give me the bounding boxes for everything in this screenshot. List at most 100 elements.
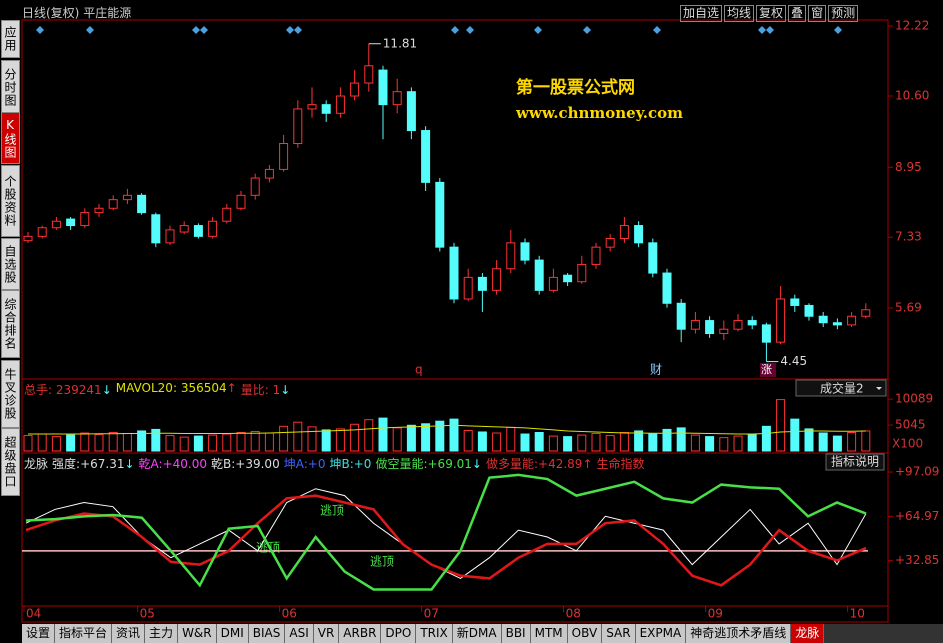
side-tab[interactable]: 自选股 [1, 238, 20, 290]
candle-body [378, 69, 388, 106]
candle-body [577, 263, 587, 283]
volume-bar [378, 417, 388, 452]
x-tick-label: 07 [424, 607, 439, 621]
toolbar-button[interactable]: 均线 [724, 5, 755, 22]
tab[interactable]: TRIX [416, 624, 453, 643]
candle-body [634, 225, 644, 244]
tab[interactable]: 神奇逃顶术矛盾线 [686, 624, 792, 643]
tab[interactable]: VR [313, 624, 340, 643]
header-value: 239241 [55, 383, 102, 397]
header-value: +69.01 [427, 457, 472, 471]
candle-body [534, 259, 544, 291]
y-tick-label: 10089 [895, 392, 933, 406]
low-label: 4.45 [780, 354, 807, 368]
tab[interactable]: ARBR [339, 624, 382, 643]
toolbar-button[interactable]: 加自选 [680, 5, 723, 22]
watermark-url: www.chnmoney.com [515, 104, 683, 122]
x-tick-label: 09 [708, 607, 723, 621]
help-text[interactable]: 指标说明 [831, 454, 879, 469]
candle-body [520, 242, 530, 261]
volume-bar [534, 431, 544, 452]
header-label: 生命指数 [596, 457, 645, 471]
watermark-title: 第一股票公式网 [516, 77, 635, 98]
volume-bar [634, 430, 644, 452]
header-value: +40.00 [162, 457, 208, 471]
candle-body [122, 194, 132, 201]
volume-bar [236, 431, 246, 452]
y-tick-label: 5.69 [895, 301, 922, 315]
candle-body [293, 108, 303, 145]
indicator-line [25, 473, 867, 591]
y-tick-label: 5045 [895, 418, 926, 432]
volume-bar [151, 428, 161, 452]
side-tab[interactable]: K线图 [1, 112, 20, 164]
candle-body [847, 315, 857, 326]
tab[interactable]: 主力 [145, 624, 179, 643]
volume-bar [463, 429, 473, 452]
side-tab[interactable]: 综合排名 [1, 290, 20, 358]
candle-body [605, 238, 615, 248]
selector-text[interactable]: 成交量2 [820, 381, 864, 396]
tab[interactable]: MTM [530, 624, 568, 643]
header-label: 总手: [24, 383, 53, 397]
header-arrow: ↓ [101, 383, 112, 397]
header-arrow: ↓ [124, 457, 135, 471]
candle-body [406, 91, 416, 132]
volume-bar [321, 429, 331, 452]
frame [21, 19, 889, 623]
toolbar-button[interactable]: 预测 [828, 5, 859, 22]
tab[interactable]: 设置 [22, 624, 56, 643]
side-tab[interactable]: 分时图 [1, 60, 20, 114]
tab[interactable]: 指标平台 [55, 624, 113, 643]
volume-bar [94, 434, 104, 452]
candle-body [619, 225, 629, 240]
side-tab[interactable]: 牛叉诊股 [1, 360, 20, 428]
tab[interactable]: W&R [178, 624, 217, 643]
header-value: 1 [272, 383, 281, 397]
toolbar-button[interactable]: 叠 [788, 5, 807, 22]
candle-body [193, 225, 203, 237]
tab[interactable]: 龙脉 [791, 624, 825, 643]
candle-body [236, 194, 246, 209]
tab[interactable]: BBI [501, 624, 531, 643]
candle-body [591, 246, 601, 265]
header-label: 坤A: [283, 457, 308, 471]
volume-bar [804, 428, 814, 452]
candle-body [108, 199, 118, 209]
candle-body [208, 220, 218, 237]
help-button[interactable] [825, 453, 885, 471]
side-tab[interactable]: 应用 [1, 20, 20, 58]
tab[interactable]: DMI [216, 624, 249, 643]
tab[interactable]: DPO [381, 624, 417, 643]
selector[interactable] [795, 379, 887, 397]
side-tab[interactable]: 个股资料 [1, 165, 20, 237]
tab[interactable]: 新DMA [452, 624, 502, 643]
header-item: 生命指数 [597, 455, 645, 472]
tab[interactable]: SAR [602, 624, 636, 643]
volume-bar [449, 418, 459, 452]
side-tab[interactable]: 超级盘口 [1, 428, 20, 496]
toolbar-button[interactable]: 窗 [808, 5, 827, 22]
x-tick-label: 08 [566, 607, 581, 621]
volume-bar [861, 430, 871, 452]
volume-bar [818, 432, 828, 452]
volume-bar [548, 435, 558, 452]
volume-bar [250, 430, 260, 452]
candle-body [51, 220, 61, 229]
header-item: 做多量能:+42.89↑ [486, 455, 593, 472]
sidebar: 应用分时图 K线图 个股资料 自选股 综合排名牛叉诊股 超级盘口 [0, 0, 21, 622]
toolbar-button[interactable]: 复权 [756, 5, 787, 22]
tab[interactable]: ASI [285, 624, 314, 643]
tab[interactable]: EXPMA [635, 624, 687, 643]
candle-body [435, 181, 445, 248]
volume-bar [776, 399, 786, 452]
tab[interactable]: 资讯 [112, 624, 146, 643]
volume-bar [165, 435, 175, 452]
volume-bar [506, 426, 516, 452]
indicator-header: 龙脉 强度:+67.31↓ 乾A:+40.00 乾B:+39.00 坤A:+0 坤B:+0… [24, 455, 645, 472]
tab[interactable]: OBV [567, 624, 603, 643]
y-tick-label: 8.95 [895, 160, 922, 174]
candle-body [832, 322, 842, 326]
tab[interactable]: BIAS [248, 624, 286, 643]
